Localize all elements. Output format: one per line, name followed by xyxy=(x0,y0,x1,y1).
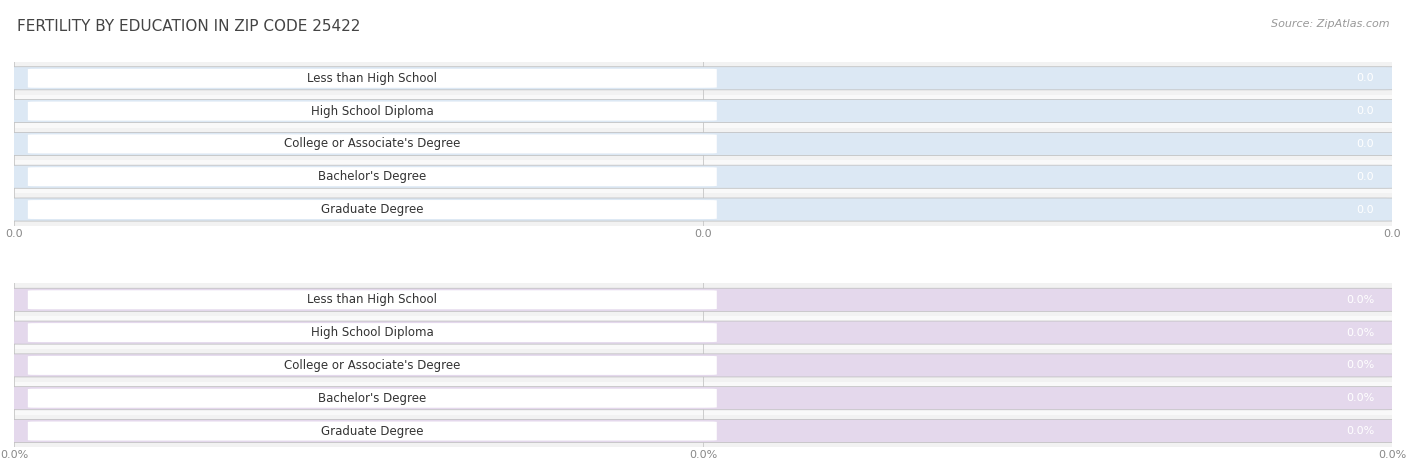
Text: 0.0%: 0.0% xyxy=(1346,327,1374,337)
Text: College or Associate's Degree: College or Associate's Degree xyxy=(284,138,461,150)
FancyBboxPatch shape xyxy=(28,323,717,342)
FancyBboxPatch shape xyxy=(28,101,717,120)
FancyBboxPatch shape xyxy=(4,288,1402,311)
FancyBboxPatch shape xyxy=(28,69,717,88)
Text: Less than High School: Less than High School xyxy=(308,72,437,85)
FancyBboxPatch shape xyxy=(4,387,1402,410)
Text: High School Diploma: High School Diploma xyxy=(311,326,433,339)
Bar xyxy=(14,283,1392,316)
Bar xyxy=(14,128,1392,160)
FancyBboxPatch shape xyxy=(4,321,1402,344)
Bar xyxy=(14,62,1392,95)
Text: 0.0: 0.0 xyxy=(1357,172,1374,182)
FancyBboxPatch shape xyxy=(28,167,717,186)
Text: 0.0: 0.0 xyxy=(1357,205,1374,215)
Text: Bachelor's Degree: Bachelor's Degree xyxy=(318,392,426,405)
Bar xyxy=(14,415,1392,447)
Bar xyxy=(14,382,1392,415)
Bar xyxy=(14,193,1392,226)
FancyBboxPatch shape xyxy=(28,200,717,219)
FancyBboxPatch shape xyxy=(28,290,717,309)
Bar xyxy=(14,349,1392,382)
FancyBboxPatch shape xyxy=(28,134,717,153)
Text: College or Associate's Degree: College or Associate's Degree xyxy=(284,359,461,372)
Text: Source: ZipAtlas.com: Source: ZipAtlas.com xyxy=(1271,19,1389,29)
Text: High School Diploma: High School Diploma xyxy=(311,105,433,118)
FancyBboxPatch shape xyxy=(28,356,717,375)
FancyBboxPatch shape xyxy=(28,389,717,408)
Bar xyxy=(14,95,1392,128)
Text: Graduate Degree: Graduate Degree xyxy=(321,203,423,216)
Text: Less than High School: Less than High School xyxy=(308,293,437,306)
Text: 0.0%: 0.0% xyxy=(1346,295,1374,305)
Text: Bachelor's Degree: Bachelor's Degree xyxy=(318,170,426,183)
FancyBboxPatch shape xyxy=(28,422,717,441)
Text: Graduate Degree: Graduate Degree xyxy=(321,425,423,437)
FancyBboxPatch shape xyxy=(4,165,1402,188)
Text: 0.0: 0.0 xyxy=(1357,73,1374,83)
Text: 0.0%: 0.0% xyxy=(1346,426,1374,436)
FancyBboxPatch shape xyxy=(4,132,1402,156)
Text: 0.0%: 0.0% xyxy=(1346,360,1374,370)
Text: 0.0%: 0.0% xyxy=(1346,393,1374,403)
FancyBboxPatch shape xyxy=(4,354,1402,377)
Text: FERTILITY BY EDUCATION IN ZIP CODE 25422: FERTILITY BY EDUCATION IN ZIP CODE 25422 xyxy=(17,19,360,34)
FancyBboxPatch shape xyxy=(4,198,1402,221)
Bar xyxy=(14,160,1392,193)
Text: 0.0: 0.0 xyxy=(1357,106,1374,116)
Text: 0.0: 0.0 xyxy=(1357,139,1374,149)
Bar xyxy=(14,316,1392,349)
FancyBboxPatch shape xyxy=(4,419,1402,443)
FancyBboxPatch shape xyxy=(4,99,1402,123)
FancyBboxPatch shape xyxy=(4,67,1402,90)
